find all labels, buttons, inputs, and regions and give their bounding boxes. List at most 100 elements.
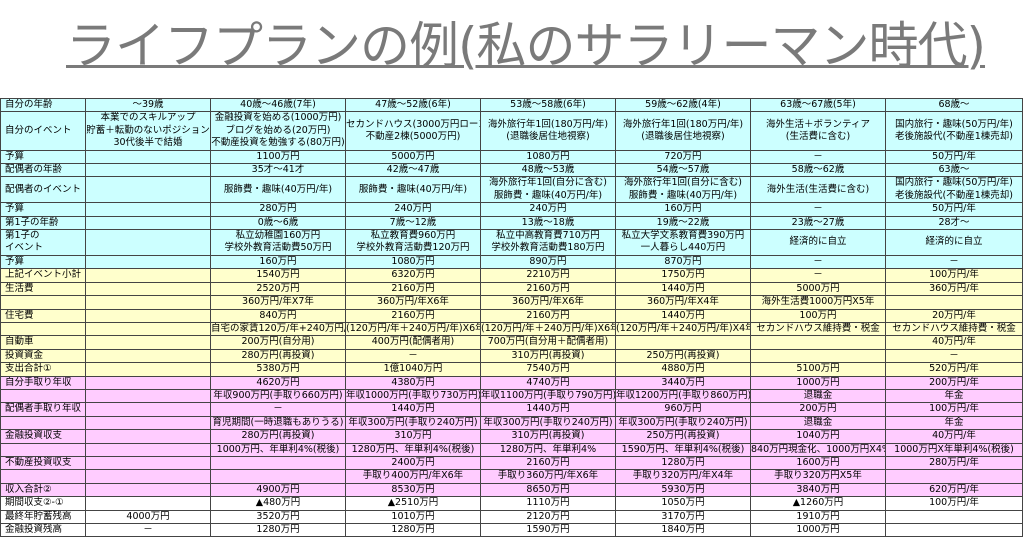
table-cell (85, 202, 211, 217)
table-cell: 200万円/年 (885, 375, 1023, 390)
table-row: 収入合計② 4900万円 8530万円 8650万円 5930万円 3840万円 620万円… (0, 482, 1023, 498)
table-cell: 63歳～ (885, 163, 1023, 178)
table-row: 投資資金 280万円(再投資) － 310万円(再投資) 250万円(再投資) － (0, 348, 1023, 364)
table-cell: 5380万円 (210, 362, 346, 377)
table-cell: 手取り320万円/年X4年 (615, 469, 751, 484)
table-cell: 5100万円 (750, 362, 886, 377)
row-label: 予算 (0, 149, 86, 165)
table-cell: 58歳～62歳 (750, 163, 886, 178)
table-cell: 国内旅行・趣味(50万円/年) 老後施設代(不動産1棟売却) (885, 111, 1023, 151)
cell-line: 私立教育費960万円 (370, 230, 456, 242)
table-cell (85, 321, 211, 337)
table-cell: 手取り400万円/年X6年 (345, 469, 481, 484)
table-cell: 50万円/年 (885, 202, 1023, 217)
table-cell: 200万円 (750, 402, 886, 417)
table-cell: － (750, 202, 886, 217)
table-cell: 280万円/年 (885, 455, 1023, 471)
table-cell: 870万円 (615, 254, 751, 270)
table-cell: 4380万円 (345, 375, 481, 390)
table-cell: 5930万円 (615, 482, 751, 498)
table-cell: (120万円/年＋240万円/年)X6年 (345, 321, 481, 337)
cell-line: 一人暮らし440万円 (640, 242, 726, 254)
cell-line: 不動産2棟(5000万円) (365, 131, 461, 143)
cell-line: 私立中高教育費710万円 (496, 230, 600, 242)
table-cell: 1110万円 (480, 496, 616, 511)
table-cell (85, 469, 211, 484)
table-cell: 360万円/年X4年 (615, 295, 751, 310)
cell-line: 服飾費・趣味(40万円/年) (493, 189, 603, 201)
cell-line: セカンドハウス(3000万円ローン) (346, 118, 481, 130)
table-row: 自宅の家賃120万/年+240万円/年X7年(120万円/年＋240万円/年)X… (0, 321, 1023, 337)
table-cell: 280万円(再投資) (210, 429, 346, 444)
table-row: 期間収支②-① ▲480万円 ▲2510万円 1110万円 1050万円 ▲1260万円 1… (0, 496, 1023, 511)
table-cell: 200万円(自分用) (210, 335, 346, 350)
row-label: 第1子の年齢 (0, 215, 86, 231)
table-cell: 360万円/年 (885, 281, 1023, 297)
table-cell: 1100万円 (210, 149, 346, 165)
table-cell (85, 268, 211, 283)
table-row: 配偶者手取り年収－ 1440万円 1440万円 960万円 200万円 100万円/年 (0, 402, 1023, 417)
table-cell (885, 522, 1023, 538)
table-cell (85, 402, 211, 417)
table-cell: 1280万円 (615, 455, 751, 471)
table-cell: － (750, 254, 886, 270)
cell-line: 学校外教育活動費180万円 (491, 242, 605, 254)
table-cell: 年収900万円(手取り660万円) (210, 388, 346, 404)
table-cell: 私立教育費960万円 学校外教育活動費120万円 (345, 229, 481, 256)
table-cell (885, 469, 1023, 484)
table-cell: 手取り320万円X5年 (750, 469, 886, 484)
table-row: 最終年貯蓄残高 4000万円 3520万円 1010万円 2120万円 3170万円 191… (0, 509, 1023, 525)
table-cell: ▲1260万円 (750, 496, 886, 511)
table-cell: 250万円(再投資) (615, 348, 751, 364)
table-cell (85, 496, 211, 511)
table-cell: 40歳～46歳(7年) (210, 97, 346, 113)
table-cell: 1440万円 (345, 402, 481, 417)
table-cell: 1280万円 (210, 522, 346, 538)
table-cell: 年金 (885, 388, 1023, 404)
table-cell: ～39歳 (85, 97, 211, 113)
table-cell: 4900万円 (210, 482, 346, 498)
table-cell: (120万円/年＋240万円/年)X4年 (615, 321, 751, 337)
table-cell: 0歳～6歳 (210, 215, 346, 231)
cell-line: 貯蓄＋転勤のないポジション (86, 124, 210, 136)
table-cell: 890万円 (480, 254, 616, 270)
table-cell: 68歳～ (885, 97, 1023, 113)
row-label (0, 442, 86, 457)
table-cell: 1080万円 (345, 254, 481, 270)
row-label: 不動産投資収支 (0, 455, 86, 471)
table-cell: 自宅の家賃120万/年+240万円/年X7年 (210, 321, 346, 337)
table-cell (85, 362, 211, 377)
table-cell: 1080万円 (480, 149, 616, 165)
table-cell: 8530万円 (345, 482, 481, 498)
table-cell: 6320万円 (345, 268, 481, 283)
table-row: 自分手取り年収 4620万円 4380万円 4740万円 3440万円 1000万円 200… (0, 375, 1023, 390)
table-row: 360万円/年X7年 360万円/年X6年 360万円/年X6年 360万円/年X4年… (0, 295, 1023, 310)
table-cell (885, 509, 1023, 525)
table-row: 不動産投資収支 2400万円 2160万円 1280万円 1600万円 280万円/年 (0, 455, 1023, 471)
table-cell (85, 254, 211, 270)
table-cell: 23歳～27歳 (750, 215, 886, 231)
table-cell (750, 335, 886, 350)
table-cell (85, 429, 211, 444)
table-cell: 8650万円 (480, 482, 616, 498)
table-row: 手取り400万円/年X6年 手取り360万円/年X6年 手取り320万円/年X4年手… (0, 469, 1023, 484)
cell-line: 海外生活＋ボランティア (766, 118, 870, 130)
table-row: 生活費 2520万円 2160万円 2160万円 1440万円 5000万円 360万円/年 (0, 281, 1023, 297)
table-cell: 840万円現金化、1000万円X4% (750, 442, 886, 457)
table-cell: 63歳～67歳(5年) (750, 97, 886, 113)
table-cell: 20万円/年 (885, 308, 1023, 323)
table-cell: 700万円(自分用＋配偶者用) (480, 335, 616, 350)
table-row: 予算 1100万円 5000万円 1080万円 720万円－ 50万円/年 (0, 149, 1023, 165)
row-label: 予算 (0, 202, 86, 217)
table-row: 年収900万円(手取り660万円) 年収1000万円(手取り730万円) 年収110… (0, 388, 1023, 404)
cell-line: 老後施設代(不動産1棟売却) (895, 189, 1013, 201)
table-body: 自分の年齢 ～39歳 40歳～46歳(7年) 47歳～52歳(6年) 53歳～58歳(6… (0, 97, 1023, 538)
row-label: 自分のイベント (0, 111, 86, 151)
table-cell: 5000万円 (750, 281, 886, 297)
table-cell: 1050万円 (615, 496, 751, 511)
table-cell: 1280万円、年単利4% (480, 442, 616, 457)
table-cell (85, 388, 211, 404)
row-label (0, 388, 86, 404)
table-cell (85, 415, 211, 431)
table-cell: ▲480万円 (210, 496, 346, 511)
